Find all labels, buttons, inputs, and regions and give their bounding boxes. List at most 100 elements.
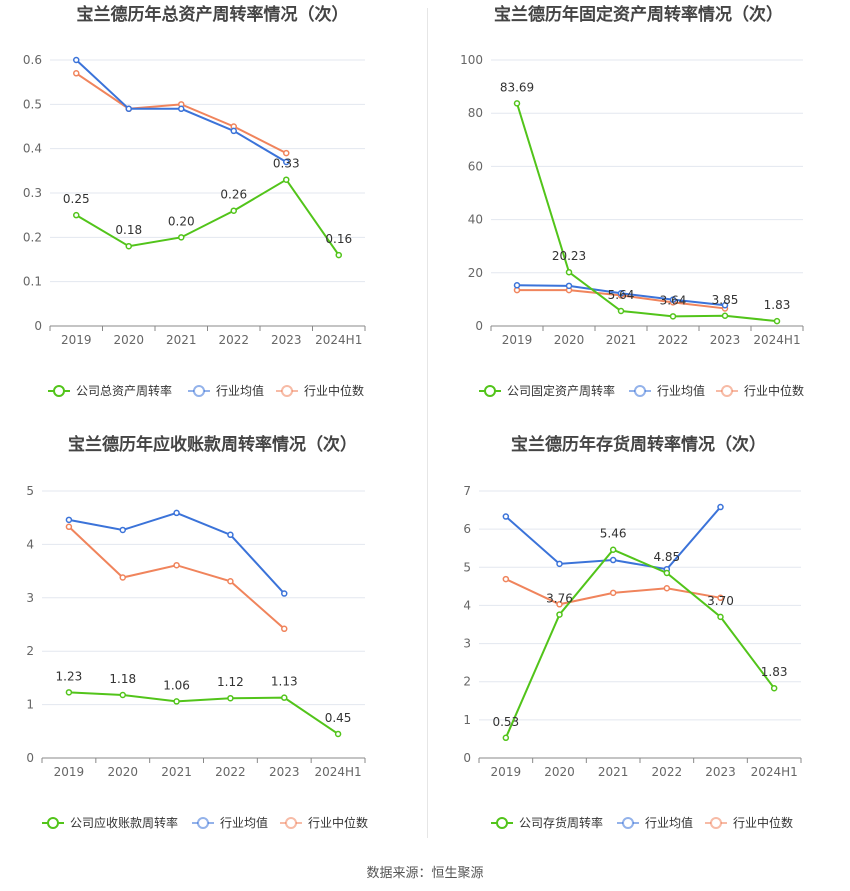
legend-item-avg[interactable]: 行业均值 bbox=[188, 383, 264, 398]
data-point-median[interactable] bbox=[65, 523, 73, 531]
data-point-company[interactable] bbox=[281, 694, 288, 701]
data-point-company[interactable] bbox=[770, 684, 778, 692]
data-point-company[interactable] bbox=[609, 546, 617, 553]
y-tick-label: 0 bbox=[34, 319, 42, 333]
legend-item-median[interactable]: 行业中位数 bbox=[705, 815, 793, 830]
x-tick-label: 2023 bbox=[705, 765, 736, 779]
legend-item-company[interactable]: 公司应收账款周转率 bbox=[42, 815, 178, 830]
y-tick-label: 0 bbox=[475, 319, 483, 333]
x-tick-label: 2024H1 bbox=[753, 333, 800, 347]
data-point-company[interactable] bbox=[773, 317, 781, 325]
data-point-avg[interactable] bbox=[230, 127, 237, 135]
data-point-avg[interactable] bbox=[173, 509, 180, 517]
data-point-company[interactable] bbox=[283, 176, 290, 183]
data-point-company[interactable] bbox=[556, 611, 563, 618]
data-point-median[interactable] bbox=[73, 70, 80, 77]
data-point-avg[interactable] bbox=[556, 560, 563, 568]
legend-item-median[interactable]: 行业中位数 bbox=[276, 383, 364, 398]
data-point-company[interactable] bbox=[565, 268, 573, 276]
data-point-median[interactable] bbox=[283, 149, 290, 157]
legend-swatch-marker bbox=[622, 817, 634, 829]
legend-item-company[interactable]: 公司存货周转率 bbox=[491, 815, 603, 830]
data-point-company[interactable] bbox=[669, 313, 677, 320]
x-tick-label: 2021 bbox=[598, 765, 629, 779]
y-tick-label: 0.6 bbox=[23, 53, 42, 67]
data-point-avg[interactable] bbox=[73, 56, 80, 64]
data-label: 0.26 bbox=[220, 188, 247, 202]
y-tick-label: 100 bbox=[460, 53, 483, 67]
data-point-avg[interactable] bbox=[65, 516, 73, 524]
data-point-median[interactable] bbox=[717, 594, 724, 602]
panel-divider bbox=[427, 8, 428, 838]
data-point-company[interactable] bbox=[335, 251, 342, 259]
data-point-company[interactable] bbox=[334, 730, 342, 738]
data-point-company[interactable] bbox=[617, 307, 625, 315]
legend-item-median[interactable]: 行业中位数 bbox=[280, 815, 368, 830]
legend-item-avg[interactable]: 行业均值 bbox=[629, 383, 705, 398]
y-tick-label: 3 bbox=[463, 637, 471, 651]
data-point-avg[interactable] bbox=[669, 296, 677, 303]
y-tick-label: 4 bbox=[26, 537, 34, 551]
legend-item-avg[interactable]: 行业均值 bbox=[617, 815, 693, 830]
series-line-company bbox=[504, 548, 775, 739]
data-label: 0.45 bbox=[325, 711, 352, 725]
data-point-avg[interactable] bbox=[119, 526, 126, 534]
legend-swatch-marker bbox=[193, 385, 205, 397]
legend-swatch-marker bbox=[53, 385, 65, 397]
data-point-avg[interactable] bbox=[721, 302, 729, 309]
data-point-median[interactable] bbox=[663, 585, 671, 592]
x-tick-label: 2020 bbox=[107, 765, 138, 779]
legend-item-median[interactable]: 行业中位数 bbox=[716, 383, 804, 398]
data-point-company[interactable] bbox=[663, 569, 671, 577]
data-point-median[interactable] bbox=[119, 574, 126, 581]
data-point-company[interactable] bbox=[230, 207, 237, 214]
x-tick-label: 2019 bbox=[491, 765, 522, 779]
data-point-avg[interactable] bbox=[609, 556, 617, 564]
data-label: 1.23 bbox=[56, 669, 83, 683]
x-tick-label: 2019 bbox=[502, 333, 533, 347]
data-point-company[interactable] bbox=[125, 242, 132, 250]
data-point-company[interactable] bbox=[717, 613, 724, 621]
data-point-avg[interactable] bbox=[565, 282, 573, 290]
data-point-avg[interactable] bbox=[513, 282, 521, 289]
data-label: 3.85 bbox=[712, 293, 739, 307]
data-label: 1.83 bbox=[761, 665, 788, 679]
legend-label: 行业均值 bbox=[645, 815, 693, 830]
data-label: 3.76 bbox=[546, 592, 573, 606]
data-point-avg[interactable] bbox=[125, 105, 132, 113]
data-point-company[interactable] bbox=[513, 100, 521, 107]
data-point-company[interactable] bbox=[502, 734, 510, 742]
data-point-avg[interactable] bbox=[178, 105, 185, 113]
data-point-company[interactable] bbox=[119, 691, 126, 699]
data-point-company[interactable] bbox=[65, 689, 73, 696]
data-point-avg[interactable] bbox=[502, 513, 510, 520]
data-point-avg[interactable] bbox=[617, 290, 625, 297]
legend-label: 公司总资产周转率 bbox=[76, 383, 172, 398]
data-point-avg[interactable] bbox=[227, 531, 234, 539]
chart-title: 宝兰德历年存货周转率情况（次） bbox=[511, 434, 766, 455]
data-point-company[interactable] bbox=[721, 312, 729, 320]
data-point-median[interactable] bbox=[173, 561, 180, 569]
data-point-company[interactable] bbox=[227, 694, 234, 702]
data-point-avg[interactable] bbox=[281, 590, 288, 597]
legend-swatch-marker bbox=[721, 385, 733, 397]
y-tick-label: 0.1 bbox=[23, 275, 42, 289]
series-line-avg bbox=[68, 511, 285, 595]
legend-item-company[interactable]: 公司固定资产周转率 bbox=[479, 383, 615, 398]
data-point-median[interactable] bbox=[609, 589, 617, 597]
legend-item-company[interactable]: 公司总资产周转率 bbox=[48, 383, 172, 398]
data-point-company[interactable] bbox=[173, 698, 180, 705]
x-tick-label: 2022 bbox=[658, 333, 689, 347]
legend-item-avg[interactable]: 行业均值 bbox=[192, 815, 268, 830]
data-point-avg[interactable] bbox=[283, 158, 290, 166]
data-point-median[interactable] bbox=[502, 575, 510, 583]
data-point-company[interactable] bbox=[73, 211, 80, 219]
data-point-avg[interactable] bbox=[717, 503, 724, 511]
data-point-company[interactable] bbox=[178, 234, 185, 241]
legend-swatch-marker bbox=[197, 817, 209, 829]
data-point-median[interactable] bbox=[227, 577, 234, 585]
data-point-median[interactable] bbox=[556, 601, 563, 608]
data-point-median[interactable] bbox=[281, 625, 288, 633]
x-tick-label: 2022 bbox=[652, 765, 683, 779]
data-label: 1.12 bbox=[217, 675, 244, 689]
